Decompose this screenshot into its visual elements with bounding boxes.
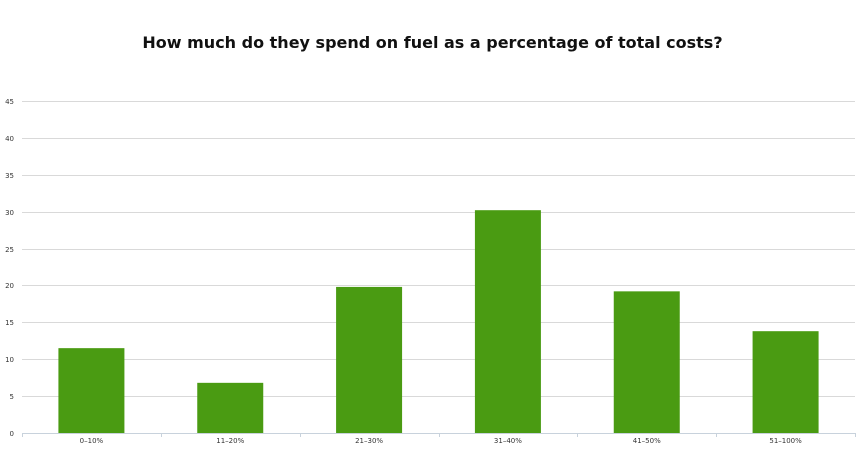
bar-2[interactable] [197,382,264,433]
y-tick-label: 10 [5,356,14,364]
x-tick-label: 31–40% [494,437,522,445]
x-tick-label: 0–10% [80,437,104,445]
y-tick-label: 15 [5,319,14,327]
gridlines [22,101,855,397]
x-tick-label: 51–100% [769,437,802,445]
chart-title: How much do they spend on fuel as a perc… [142,33,723,52]
y-tick-label: 20 [5,282,14,290]
y-tick-label: 25 [5,246,14,254]
x-tick-labels: 0–10% 11–20% 21–30% 31–40% 41–50% 51–100% [80,437,802,445]
bar-3[interactable] [336,286,403,433]
x-tick-label: 41–50% [633,437,661,445]
x-tick-label: 11–20% [216,437,244,445]
x-tick-label: 21–30% [355,437,383,445]
y-tick-label: 45 [5,98,14,106]
bar-5[interactable] [613,291,680,433]
y-tick-labels: 0 5 10 15 20 25 30 35 40 45 [5,98,14,438]
y-tick-label: 35 [5,172,14,180]
y-tick-label: 0 [10,430,14,438]
axes [22,433,856,437]
bar-4[interactable] [474,210,541,433]
bars [58,210,819,433]
y-tick-label: 30 [5,209,14,217]
y-tick-label: 40 [5,135,14,143]
y-tick-label: 5 [10,393,14,401]
bar-1[interactable] [58,348,125,433]
bar-6[interactable] [752,331,819,433]
